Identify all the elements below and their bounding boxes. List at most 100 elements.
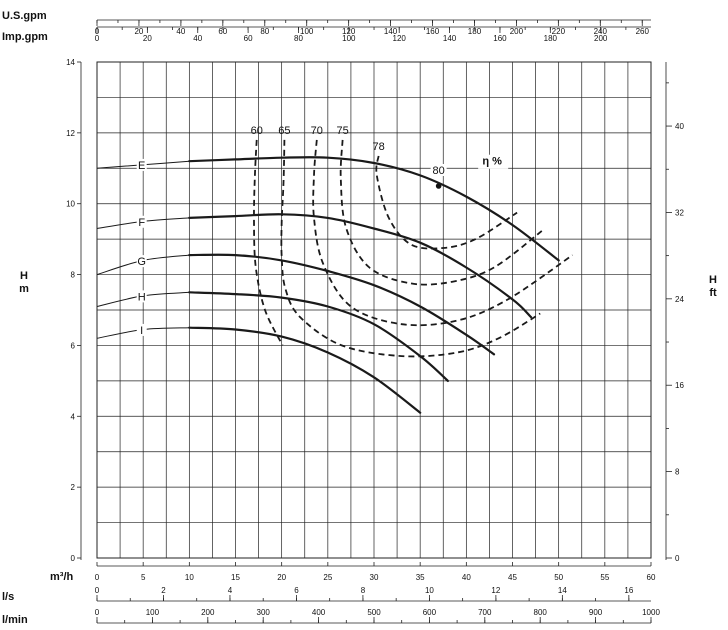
scale-tick-label: 1000 — [642, 608, 660, 617]
scale-tick-label: 14 — [558, 586, 567, 595]
x-tick-label: 5 — [141, 573, 146, 582]
scale-tick-label: 140 — [443, 34, 457, 43]
scale-tick-label: 160 — [426, 27, 440, 36]
x-tick-label: 55 — [600, 573, 609, 582]
scale-tick-label: 300 — [257, 608, 271, 617]
efficiency-label-78: 78 — [372, 141, 384, 153]
scale-tick-label: 16 — [624, 586, 633, 595]
x-axis-label: m³/h — [50, 571, 74, 583]
chart-labels: E F G H I 80 η % — [136, 154, 509, 337]
right-tick-label: 8 — [675, 468, 680, 477]
efficiency-curves: 60 65 70 75 78 — [251, 125, 574, 358]
chart-grid — [96, 61, 652, 559]
curve-label-bg — [136, 323, 147, 336]
head-curves — [96, 156, 560, 414]
right-tick-label: 24 — [675, 295, 684, 304]
scale-tick-label: 180 — [468, 27, 482, 36]
right-tick-label: 32 — [675, 208, 684, 217]
efficiency-curve-65 — [280, 139, 541, 358]
scale-label: Imp.gpm — [2, 31, 48, 43]
x-tick-label: 40 — [462, 573, 471, 582]
scale-tick-label: 60 — [218, 27, 227, 36]
x-tick-label: 45 — [508, 573, 517, 582]
y-tick-label: 8 — [71, 271, 76, 280]
scale-tick-label: 260 — [636, 27, 650, 36]
y-tick-label: 14 — [66, 58, 75, 67]
scale-label: l/s — [2, 591, 14, 603]
y-tick-label: 0 — [71, 554, 76, 563]
scale-tick-label: 800 — [534, 608, 548, 617]
scale-tick-label: 120 — [393, 34, 407, 43]
scale-tick-label: 4 — [228, 586, 233, 595]
x-tick-label: 20 — [277, 573, 286, 582]
scale-tick-label: 140 — [384, 27, 398, 36]
scale-tick-label: 200 — [510, 27, 524, 36]
scale-tick-label: 20 — [134, 27, 143, 36]
curve-label-i: I — [140, 325, 143, 337]
efficiency-label-70: 70 — [311, 125, 323, 137]
right-tick-label: 40 — [675, 122, 684, 131]
x-tick-label: 10 — [185, 573, 194, 582]
x-tick-label: 35 — [416, 573, 425, 582]
scale-tick-label: 160 — [493, 34, 507, 43]
head-curve-g — [188, 253, 496, 356]
scale-tick-label: 220 — [552, 27, 566, 36]
x-tick-label: 0 — [95, 573, 100, 582]
efficiency-curve-60 — [253, 139, 284, 346]
scale-tick-label: 2 — [161, 586, 166, 595]
scale-tick-label: 60 — [244, 34, 253, 43]
efficiency-curve-75 — [339, 139, 546, 286]
y-tick-label: 2 — [71, 483, 76, 492]
scale-tick-label: 6 — [294, 586, 299, 595]
scale-tick-label: 600 — [423, 608, 437, 617]
peak-label-bg — [430, 164, 447, 176]
scale-tick-label: 100 — [300, 27, 314, 36]
scale-tick-label: 200 — [201, 608, 215, 617]
scale-tick-label: 0 — [95, 586, 100, 595]
right-tick-label: 16 — [675, 381, 684, 390]
y-tick-label: 4 — [71, 412, 76, 421]
right-axis-label: H — [709, 274, 717, 286]
efficiency-label-75: 75 — [336, 125, 348, 137]
head-curve-f — [188, 213, 533, 319]
y-tick-label: 10 — [66, 200, 75, 209]
plot-frame — [96, 61, 652, 559]
efficiency-unit-label: η % — [482, 156, 502, 168]
scale-tick-label: 40 — [176, 27, 185, 36]
scale-label: U.S.gpm — [2, 10, 47, 22]
right-tick-label: 0 — [675, 554, 680, 563]
right-axis-unit: ft — [709, 287, 717, 299]
head-curve-i — [188, 326, 422, 414]
curve-label-bg — [136, 290, 147, 303]
curve-label-f: F — [138, 217, 145, 229]
scale-tick-label: 40 — [193, 34, 202, 43]
x-tick-label: 60 — [647, 573, 656, 582]
scale-tick-label: 400 — [312, 608, 326, 617]
efficiency-curve-70 — [312, 139, 574, 327]
x-tick-label: 25 — [323, 573, 332, 582]
x-tick-label: 15 — [231, 573, 240, 582]
head-curve-h — [188, 291, 449, 382]
eta-label-bg — [478, 154, 509, 169]
scale-tick-label: 0 — [95, 608, 100, 617]
curve-label-bg — [136, 215, 147, 228]
curve-label-bg — [136, 158, 147, 171]
head-curve-e — [188, 156, 560, 262]
efficiency-curve-78 — [375, 155, 518, 250]
scale-tick-label: 80 — [260, 27, 269, 36]
curve-label-h: H — [138, 291, 146, 303]
scale-tick-label: 180 — [544, 34, 558, 43]
scale-tick-label: 200 — [594, 34, 608, 43]
efficiency-label-60: 60 — [251, 125, 263, 137]
x-tick-label: 30 — [370, 573, 379, 582]
efficiency-peak-label: 80 — [433, 165, 445, 177]
scale-tick-label: 12 — [491, 586, 500, 595]
chart-axes: 02468101214Hm0816243240Hft02040608010012… — [2, 10, 717, 626]
y-axis-label: H — [20, 270, 28, 282]
y-tick-label: 6 — [71, 341, 76, 350]
y-tick-label: 12 — [66, 129, 75, 138]
efficiency-label-65: 65 — [278, 125, 290, 137]
x-tick-label: 50 — [554, 573, 563, 582]
scale-tick-label: 900 — [589, 608, 603, 617]
